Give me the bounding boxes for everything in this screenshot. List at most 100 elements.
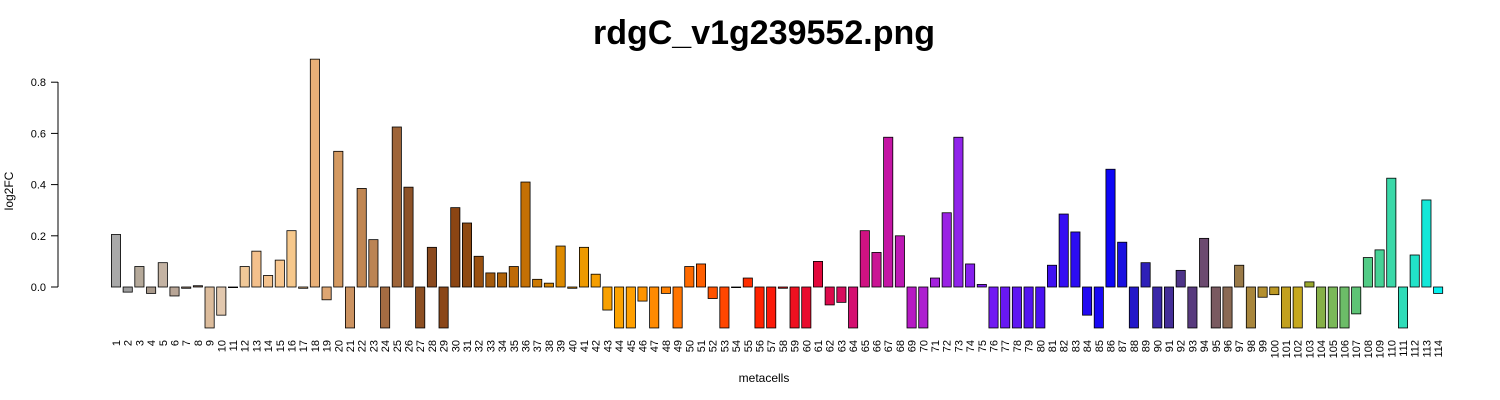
- bar-10: [216, 286, 227, 316]
- bar-113: [1421, 199, 1432, 288]
- bar-88: [1128, 286, 1139, 329]
- x-tick-label: 71: [930, 340, 942, 352]
- x-tick-label: 28: [427, 340, 439, 352]
- x-tick-label: 79: [1024, 340, 1036, 352]
- y-tick-label: 0.8: [31, 77, 46, 89]
- x-tick-label: 51: [696, 340, 708, 352]
- y-axis-label: log2FC: [2, 171, 16, 210]
- bar-23: [368, 239, 379, 288]
- x-tick-label: 46: [638, 340, 650, 352]
- bar-62: [824, 286, 835, 306]
- bar-43: [602, 286, 613, 311]
- bar-105: [1327, 286, 1338, 329]
- bar-14: [263, 275, 274, 288]
- bar-18: [309, 58, 320, 288]
- x-tick-label: 96: [1223, 340, 1235, 352]
- x-tick-label: 114: [1433, 340, 1445, 358]
- x-tick-label: 78: [1012, 340, 1024, 352]
- bar-5: [157, 262, 168, 288]
- bar-93: [1187, 286, 1198, 329]
- bar-24: [380, 286, 391, 329]
- x-tick-label: 60: [801, 340, 813, 352]
- bar-48: [660, 286, 671, 294]
- bar-46: [637, 286, 648, 302]
- bar-77: [1000, 286, 1011, 329]
- bar-61: [813, 260, 824, 288]
- bar-49: [672, 286, 683, 329]
- bar-73: [953, 136, 964, 288]
- x-tick-label: 68: [895, 340, 907, 352]
- x-tick-label: 35: [509, 340, 521, 352]
- x-tick-label: 10: [216, 340, 228, 352]
- x-tick-label: 34: [497, 340, 509, 352]
- bar-100: [1269, 286, 1280, 296]
- x-tick-label: 63: [836, 340, 848, 352]
- x-tick-label: 97: [1234, 340, 1246, 352]
- bar-45: [625, 286, 636, 329]
- bar-25: [391, 126, 402, 288]
- bar-76: [988, 286, 999, 329]
- bar-52: [707, 286, 718, 299]
- x-tick-label: 57: [766, 340, 778, 352]
- bar-96: [1222, 286, 1233, 329]
- x-tick-label: 77: [1000, 340, 1012, 352]
- bar-36: [520, 181, 531, 288]
- x-tick-label: 59: [790, 340, 802, 352]
- x-tick-label: 8: [193, 340, 205, 346]
- x-tick-label: 80: [1035, 340, 1047, 352]
- bar-34: [497, 272, 508, 288]
- chart-title: rdgC_v1g239552.png: [593, 14, 935, 52]
- bar-59: [789, 286, 800, 329]
- bar-6: [169, 286, 180, 297]
- bar-32: [473, 255, 484, 288]
- x-tick-label: 52: [708, 340, 720, 352]
- x-tick-label: 91: [1164, 340, 1176, 352]
- bar-16: [286, 230, 297, 288]
- bar-111: [1398, 286, 1409, 329]
- bar-98: [1245, 286, 1256, 329]
- x-tick-label: 6: [170, 340, 182, 346]
- bars-group: [111, 58, 1444, 329]
- bar-51: [696, 263, 707, 288]
- x-tick-label: 99: [1258, 340, 1270, 352]
- bar-95: [1210, 286, 1221, 329]
- bar-64: [848, 286, 859, 329]
- x-tick-label: 87: [1117, 340, 1129, 352]
- x-tick-label: 13: [251, 340, 263, 352]
- x-tick-label: 43: [602, 340, 614, 352]
- x-tick-label: 67: [883, 340, 895, 352]
- x-tick-label: 81: [1047, 340, 1059, 352]
- x-tick-label: 54: [731, 340, 743, 352]
- x-tick-label: 90: [1152, 340, 1164, 352]
- bar-65: [859, 230, 870, 288]
- bar-94: [1199, 237, 1210, 288]
- x-tick-label: 16: [287, 340, 299, 352]
- bar-12: [239, 266, 250, 288]
- x-tick-label: 9: [205, 340, 217, 346]
- x-tick-label: 82: [1059, 340, 1071, 352]
- x-tick-label: 109: [1375, 340, 1387, 358]
- bar-47: [649, 286, 660, 329]
- x-tick-label: 83: [1070, 340, 1082, 352]
- x-tick-label: 108: [1363, 340, 1375, 358]
- bar-90: [1152, 286, 1163, 329]
- bar-68: [894, 235, 905, 288]
- x-tick-label: 25: [392, 340, 404, 352]
- x-tick-label: 41: [579, 340, 591, 352]
- x-tick-label: 18: [310, 340, 322, 352]
- x-tick-label: 100: [1269, 340, 1281, 358]
- bar-97: [1234, 264, 1245, 288]
- bar-109: [1374, 249, 1385, 288]
- bar-19: [321, 286, 332, 301]
- x-tick-label: 24: [380, 340, 392, 352]
- bar-103: [1304, 281, 1315, 288]
- bar-11: [227, 286, 238, 289]
- x-axis-tick-labels: 1 2 3 4 5 6 7 8 9 10 11 12 13 14 15 16 17 18 19 20 21 22 23 24 2…: [111, 340, 1445, 358]
- bar-3: [134, 266, 145, 288]
- x-tick-label: 76: [989, 340, 1001, 352]
- x-tick-label: 56: [755, 340, 767, 352]
- bar-89: [1140, 262, 1151, 288]
- x-tick-label: 50: [684, 340, 696, 352]
- bar-7: [181, 286, 192, 289]
- x-tick-label: 12: [240, 340, 252, 352]
